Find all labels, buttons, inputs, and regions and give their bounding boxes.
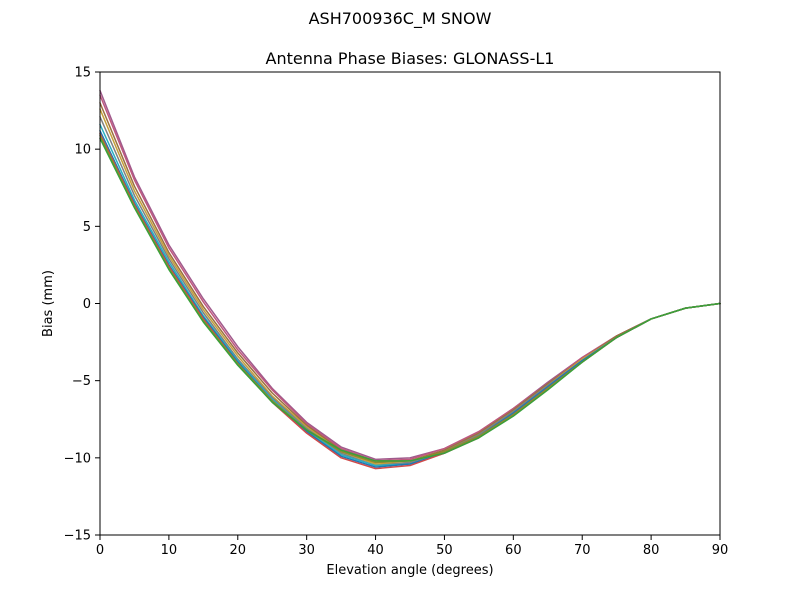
x-tick-label: 10 <box>161 543 178 558</box>
series-line-6 <box>99 123 721 467</box>
x-tick-label: 30 <box>298 543 315 558</box>
y-tick-label: −5 <box>72 374 91 389</box>
x-tick-label: 0 <box>96 543 104 558</box>
x-tick-label: 90 <box>712 543 729 558</box>
x-tick-label: 60 <box>505 543 522 558</box>
y-axis-label: Bias (mm) <box>41 270 56 337</box>
y-tick-label: −10 <box>64 451 91 466</box>
chart-title: Antenna Phase Biases: GLONASS-L1 <box>266 49 555 68</box>
series-line-2 <box>99 94 721 462</box>
x-axis-label: Elevation angle (degrees) <box>326 563 493 578</box>
figure-suptitle: ASH700936C_M SNOW <box>309 9 492 29</box>
x-axis-ticks: 0 10 20 30 40 50 60 70 80 90 <box>96 535 728 558</box>
y-tick-label: 0 <box>83 297 91 312</box>
y-axis-ticks: −15 −10 −5 0 5 10 15 <box>64 66 100 544</box>
x-tick-label: 70 <box>574 543 591 558</box>
x-tick-label: 80 <box>643 543 660 558</box>
x-tick-label: 20 <box>230 543 247 558</box>
series-line-10 <box>99 137 721 462</box>
x-tick-label: 50 <box>436 543 453 558</box>
series-layer <box>99 89 721 470</box>
y-tick-label: 5 <box>83 220 91 235</box>
y-tick-label: 15 <box>74 66 91 81</box>
x-tick-label: 40 <box>367 543 384 558</box>
y-tick-label: −15 <box>64 529 91 544</box>
series-line-1 <box>99 89 721 461</box>
y-tick-label: 10 <box>74 143 91 158</box>
